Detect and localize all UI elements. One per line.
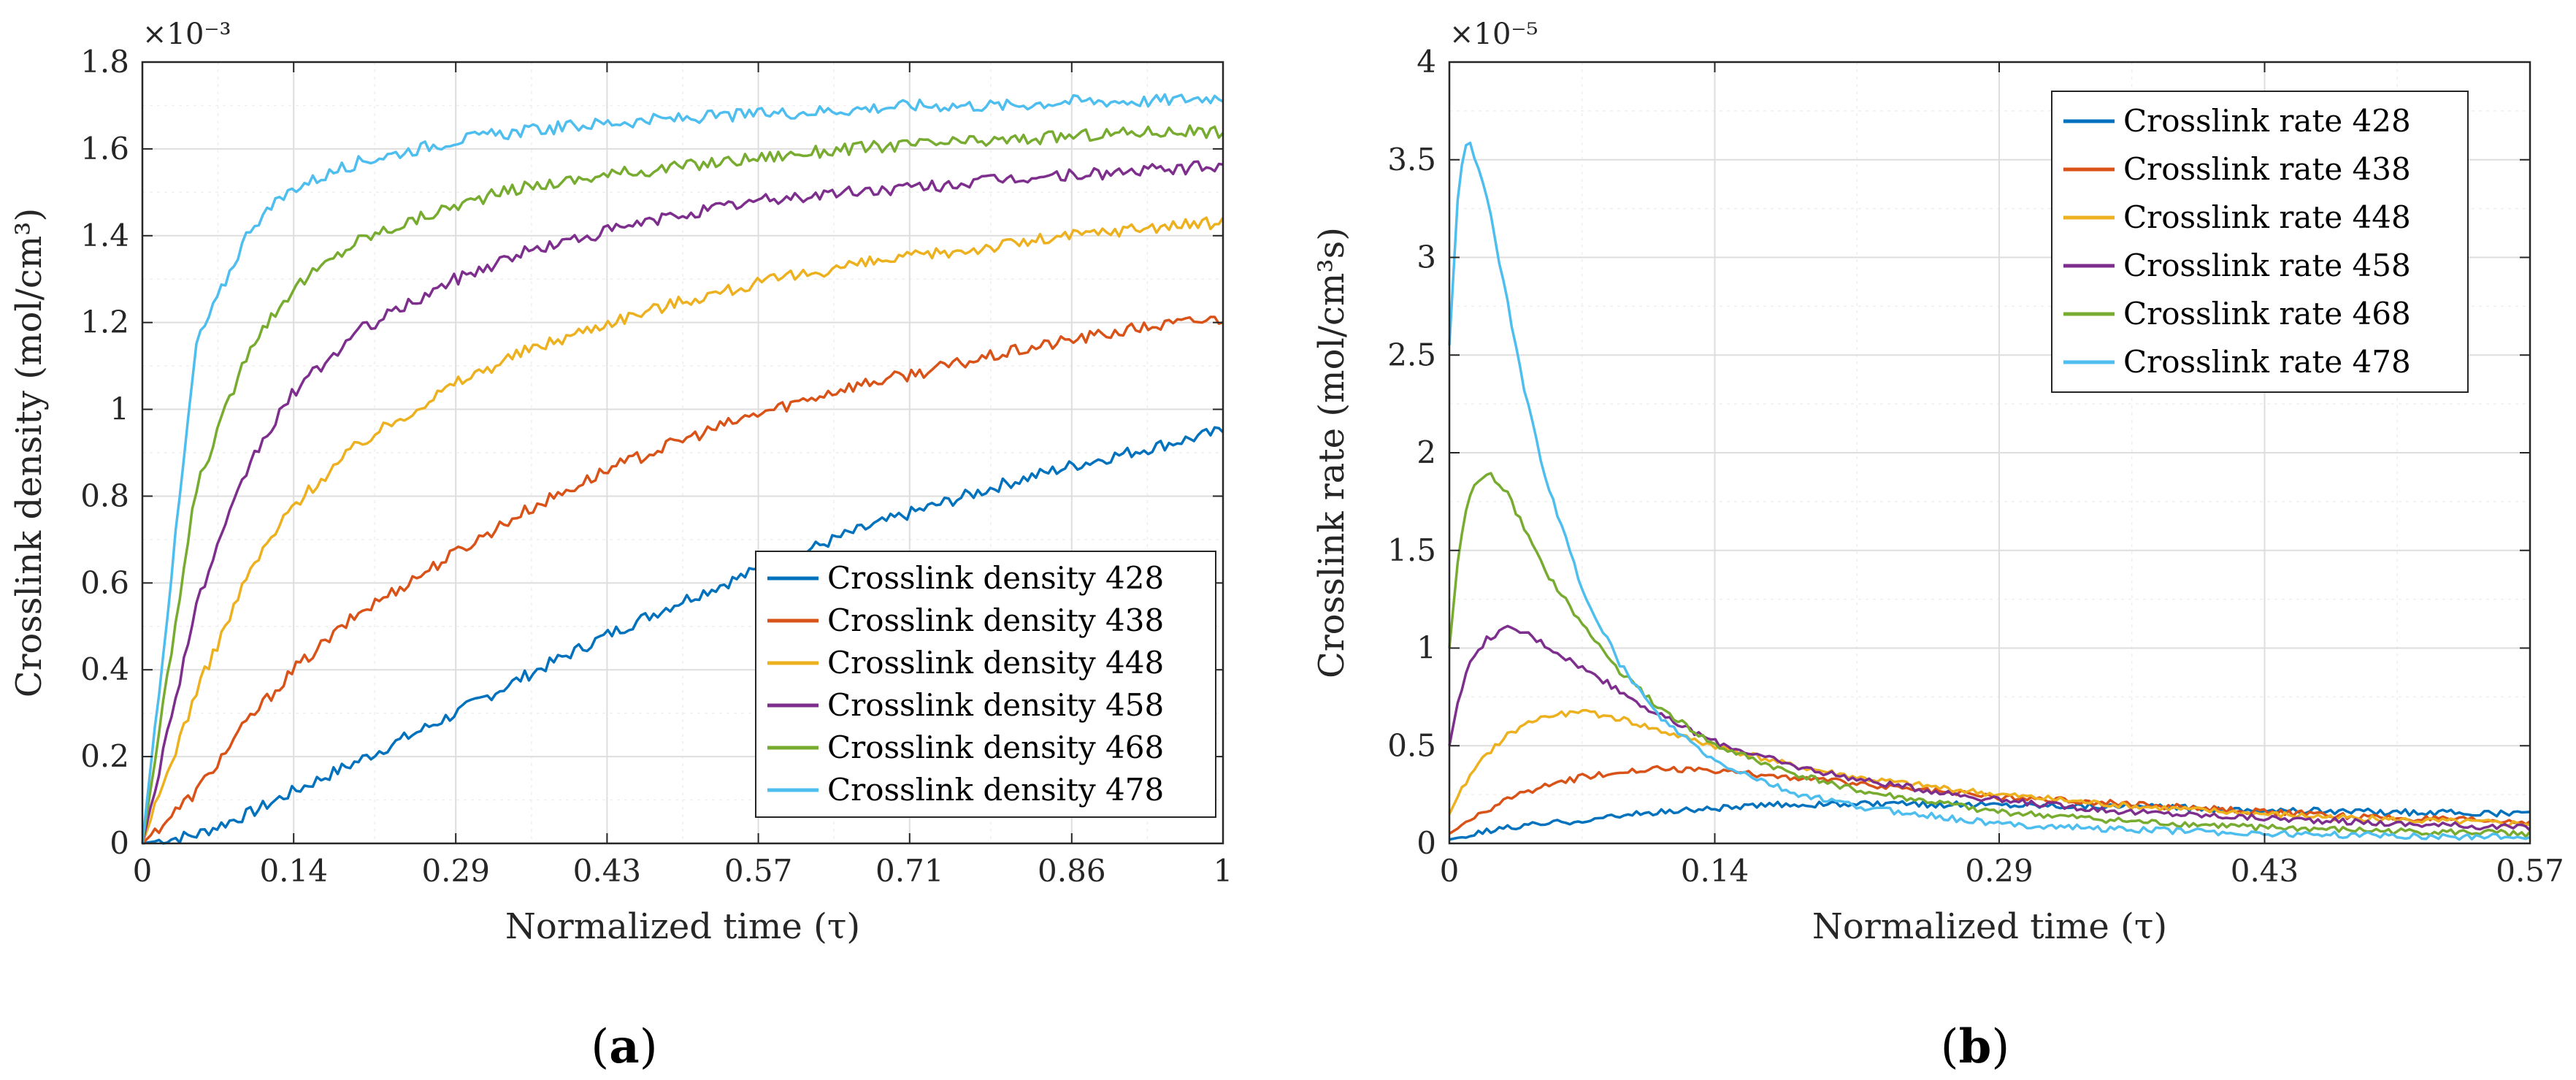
chart-a-axes-box [141, 61, 1224, 845]
chart-a-series-line-3 [141, 216, 1224, 844]
chart-a-xlabel: Normalized time (τ) [505, 906, 860, 947]
chart-a-ytick-label: 0.8 [80, 478, 129, 513]
chart-a-xtick-label: 0.57 [724, 853, 793, 889]
chart-b-ytick-label: 0.5 [1387, 727, 1436, 763]
chart-a-ytick-label: 1.6 [80, 131, 129, 166]
chart-a-xtick-label: 0 [133, 853, 153, 889]
chart-a-ytick-label: 1 [110, 391, 129, 427]
chart-a-series-line-5 [141, 124, 1224, 844]
chart-a-series-line-4 [141, 160, 1224, 844]
chart-b-ytick-label: 3 [1417, 240, 1436, 275]
chart-b-series-line-4 [1448, 624, 2531, 832]
chart-b-legend-label: Crosslink rate 438 [2123, 151, 2411, 187]
chart-a-series-line-6 [141, 93, 1224, 844]
chart-b-ticks: 0 0.14 0.29 0.43 0.57 0 0.5 1 1.5 2 2.5 3 3.5 4 [1387, 44, 2564, 889]
chart-b-xtick-label: 0.29 [1965, 853, 2033, 889]
chart-a-legend: Crosslink density 428 Crosslink density 4… [755, 551, 1216, 818]
chart-b-minor-grid [1449, 62, 2530, 843]
chart-a-ytick-label: 1.4 [80, 218, 129, 253]
chart-b-xlabel: Normalized time (τ) [1812, 906, 2167, 947]
chart-b-xtick-label: 0.14 [1681, 853, 1749, 889]
chart-a-legend-label: Crosslink density 468 [827, 729, 1164, 765]
chart-b-xtick-label: 0.43 [2231, 853, 2299, 889]
chart-a-ytick-label: 0.4 [80, 651, 129, 687]
chart-a-legend-label: Crosslink density 478 [827, 772, 1164, 808]
chart-a-legend-box [755, 551, 1216, 818]
chart-b-ytick-label: 0 [1417, 825, 1436, 861]
chart-a-exponent: ×10⁻³ [142, 18, 231, 51]
chart-a-legend-label: Crosslink density 438 [827, 602, 1164, 638]
chart-a-ytick-label: 1.8 [80, 44, 129, 80]
chart-b-caption-letter: b [1959, 1019, 1992, 1074]
chart-b-ytick-label: 2 [1417, 434, 1436, 470]
chart-a-series-line-2 [141, 315, 1224, 845]
chart-b-legend-label: Crosslink rate 428 [2123, 103, 2411, 139]
chart-b-legend-label: Crosslink rate 458 [2123, 248, 2411, 283]
chart-a-xtick-label: 0.86 [1038, 853, 1106, 889]
chart-a-xtick-label: 0.43 [573, 853, 642, 889]
chart-a-ytick-label: 1.2 [80, 305, 129, 340]
chart-a-legend-label: Crosslink density 428 [827, 560, 1164, 596]
chart-a-ylabel: Crosslink density (mol/cm³) [9, 208, 50, 698]
chart-b-legend: Crosslink rate 428 Crosslink rate 438 Cros… [2051, 91, 2469, 393]
chart-a-series-lines [141, 93, 1224, 845]
chart-b-ytick-label: 1 [1417, 630, 1436, 666]
chart-b-series-line-3 [1448, 708, 2531, 827]
chart-b-legend-label: Crosslink rate 478 [2123, 344, 2411, 380]
chart-b-series-line-1 [1449, 800, 2531, 841]
chart-b-ytick-label: 4 [1417, 44, 1436, 80]
chart-a-xtick-label: 0.14 [259, 853, 328, 889]
chart-b-exponent: ×10⁻⁵ [1449, 18, 1538, 51]
chart-b-xtick-label: 0.57 [2496, 853, 2564, 889]
chart-a-ticks: 0 0.14 0.29 0.43 0.57 0.71 0.86 1 0 0.2 0.4 0.6 0.8 1… [80, 44, 1233, 889]
chart-a-series-line-1 [142, 426, 1224, 845]
chart-a-xtick-label: 1 [1214, 853, 1233, 889]
chart-b-ylabel: Crosslink rate (mol/cm³s) [1311, 227, 1352, 678]
chart-a-ytick-label: 0 [110, 825, 129, 861]
chart-b-ytick-label: 1.5 [1387, 532, 1436, 568]
chart-b-series-line-6 [1448, 141, 2531, 841]
chart-a-ytick-label: 0.6 [80, 564, 129, 600]
chart-a-ytick-label: 0.2 [80, 738, 129, 774]
chart-a-legend-label: Crosslink density 458 [827, 687, 1164, 723]
chart-b-caption: (b) [1941, 1019, 2010, 1074]
chart-b-legend-label: Crosslink rate 448 [2123, 199, 2411, 235]
chart-b-legend-label: Crosslink rate 468 [2123, 296, 2411, 332]
chart-b-xtick-label: 0 [1440, 853, 1460, 889]
chart-a-caption-letter: a [609, 1019, 639, 1074]
chart-a-xtick-label: 0.29 [421, 853, 490, 889]
chart-b-ytick-label: 3.5 [1387, 142, 1436, 177]
chart-b-series-lines [1448, 141, 2531, 841]
chart-a-caption: (a) [591, 1019, 657, 1074]
chart-a: 0 0.14 0.29 0.43 0.57 0.71 0.86 1 0 0.2 0.4 0.6 0.8 1… [9, 18, 1233, 1074]
chart-a-legend-label: Crosslink density 448 [827, 645, 1164, 681]
chart-a-xtick-label: 0.71 [875, 853, 944, 889]
chart-b-ytick-label: 2.5 [1387, 337, 1436, 372]
chart-b: 0 0.14 0.29 0.43 0.57 0 0.5 1 1.5 2 2.5 3 3.5 4 ×10⁻⁵… [1311, 18, 2564, 1074]
chart-b-legend-box [2051, 91, 2469, 393]
